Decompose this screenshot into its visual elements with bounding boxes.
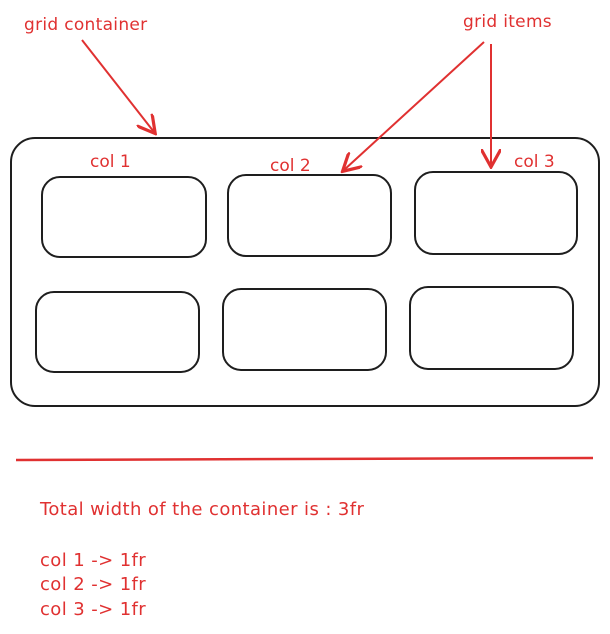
column-label-3: col 3 xyxy=(514,152,555,172)
col-2-fraction: col 2 -> 1fr xyxy=(40,574,147,595)
column-label-2: col 2 xyxy=(270,156,311,176)
arrow-to-container xyxy=(81,39,154,132)
grid-container-box xyxy=(10,137,600,407)
col-3-fraction: col 3 -> 1fr xyxy=(40,599,147,620)
grid-items-label: grid items xyxy=(463,12,552,32)
grid-container-label: grid container xyxy=(24,15,148,35)
grid-item-r1c2 xyxy=(227,174,392,257)
grid-item-r2c3 xyxy=(409,286,574,370)
grid-item-r1c3 xyxy=(414,171,578,255)
grid-item-r2c1 xyxy=(35,291,200,373)
divider-line xyxy=(15,456,594,462)
grid-item-r2c2 xyxy=(222,288,387,371)
column-label-1: col 1 xyxy=(90,152,131,172)
grid-item-r1c1 xyxy=(41,176,207,258)
arrow-to-col2-item xyxy=(344,41,485,170)
total-width-note: Total width of the container is : 3fr xyxy=(40,499,365,520)
col-1-fraction: col 1 -> 1fr xyxy=(40,550,147,571)
